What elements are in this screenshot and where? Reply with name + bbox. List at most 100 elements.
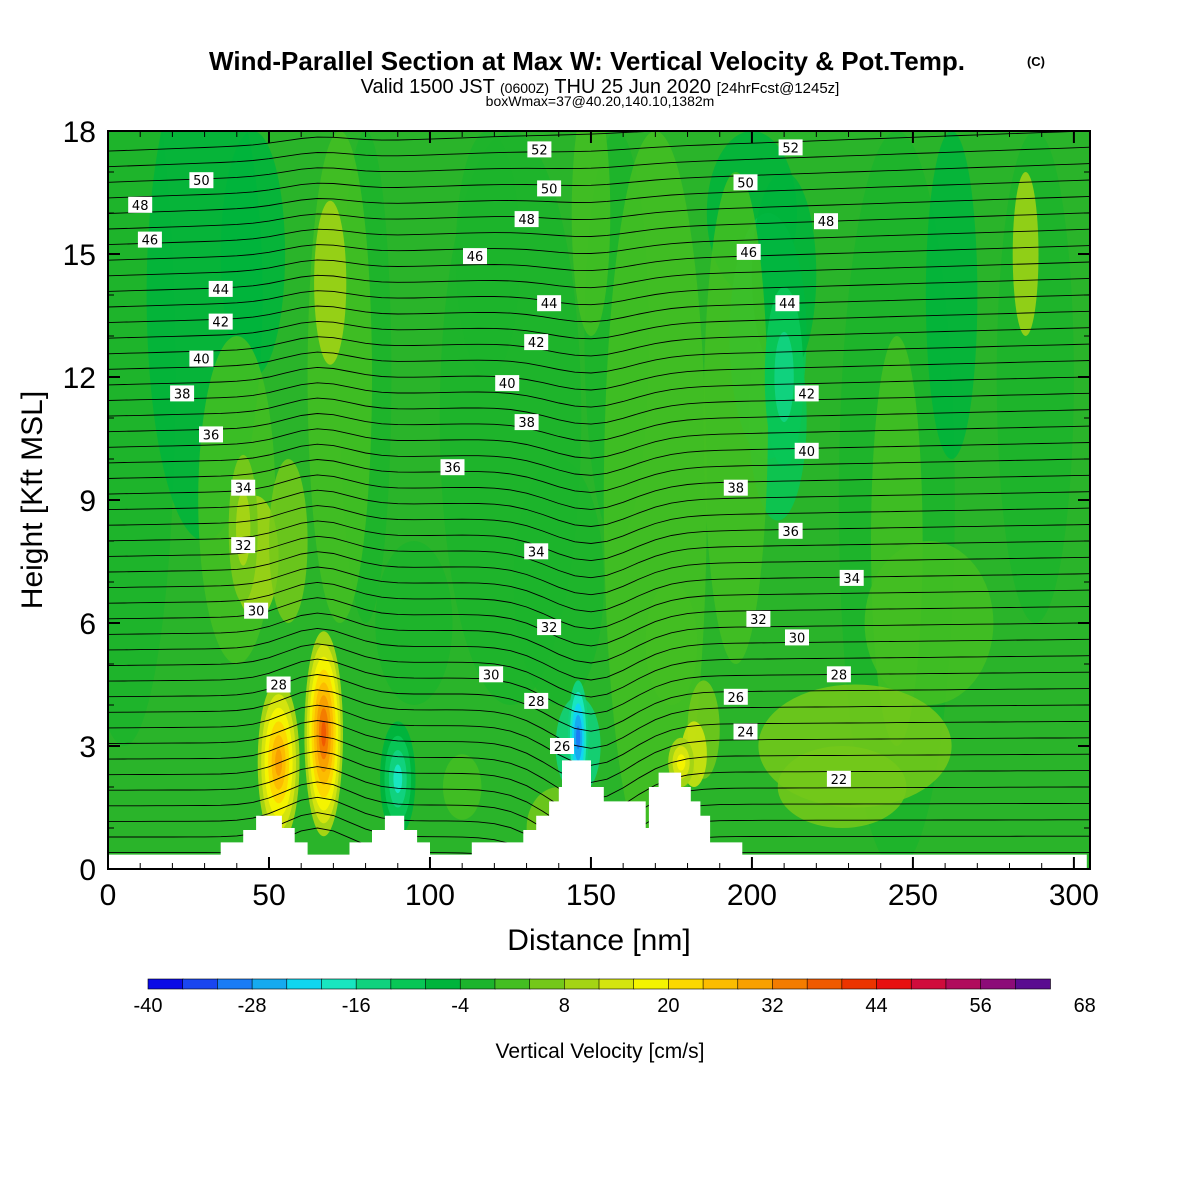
contour-label: 46 <box>137 231 162 249</box>
contour-label-text: 34 <box>235 482 252 497</box>
isentrope-line <box>108 720 1090 783</box>
isentrope-line <box>108 310 1090 340</box>
contour-label-box <box>208 313 233 330</box>
contour-label: 40 <box>495 375 520 392</box>
velocity-core <box>321 720 327 747</box>
contour-label-text: 28 <box>831 668 848 683</box>
contour-label-box <box>199 426 223 443</box>
y-tick-label: 6 <box>79 608 96 641</box>
velocity-cell <box>269 459 308 623</box>
subtitle-zulu: (0600Z) <box>500 80 549 96</box>
colorbar-tick-label: 56 <box>969 995 991 1017</box>
velocity-cell <box>513 459 604 705</box>
contour-label-text: 46 <box>467 250 484 265</box>
contour-label-box <box>524 692 549 709</box>
plot-area: 52 52 50 50 50 48 48 48 46 46 46 44 44 44 42 42 42 40 40 40… <box>108 131 1090 869</box>
colorbar-swatch <box>147 978 184 990</box>
colorbar-swatch <box>806 978 843 990</box>
velocity-core <box>393 764 403 794</box>
colorbar-swatch <box>494 978 531 990</box>
contour-label: 30 <box>244 602 269 620</box>
contour-label-box <box>826 770 851 787</box>
contour-label-text: 30 <box>789 631 806 646</box>
contour-label: 48 <box>128 196 153 214</box>
contour-label-box <box>746 610 771 627</box>
contour-label-text: 52 <box>531 143 548 158</box>
contour-label-box <box>514 211 539 228</box>
contour-label: 40 <box>794 442 819 460</box>
contour-label-box <box>266 676 291 693</box>
colorbar-swatch <box>702 978 739 990</box>
contour-label-text: 44 <box>541 297 558 312</box>
contour-label: 36 <box>778 522 803 540</box>
isentrope-line <box>108 581 1090 630</box>
isentrope-line <box>108 277 1090 308</box>
x-tick-label: 200 <box>727 879 777 912</box>
colorbar-label: Vertical Velocity [cm/s] <box>496 1040 705 1063</box>
colorbar-tick-label: -16 <box>342 995 371 1017</box>
contour-label-box <box>550 738 574 754</box>
isentrope-line <box>108 597 1090 647</box>
contour-label-box <box>463 248 487 265</box>
colorbar-swatch <box>1015 978 1051 990</box>
isentrope-line <box>108 376 1090 408</box>
isentrope-line <box>108 474 1090 510</box>
contour-label-text: 50 <box>193 174 210 189</box>
contour-label: 30 <box>785 629 809 646</box>
contour-label-text: 42 <box>528 336 545 351</box>
y-tick-label: 12 <box>63 362 96 395</box>
colorbar-swatch <box>425 978 462 990</box>
x-tick-label: 100 <box>405 879 455 912</box>
isentrope-line <box>108 195 1090 230</box>
contour-label: 38 <box>170 385 195 402</box>
isentrope-line <box>108 343 1090 374</box>
contour-label: 28 <box>826 666 851 683</box>
contour-label-box <box>839 569 864 586</box>
colorbar-swatch <box>980 978 1017 990</box>
contour-label-text: 40 <box>499 377 516 392</box>
copyright-mark: (C) <box>1027 54 1045 69</box>
contour-label-text: 48 <box>132 199 149 214</box>
contour-label-text: 52 <box>782 141 799 156</box>
contour-label-text: 28 <box>270 679 287 694</box>
contour-label-text: 24 <box>737 726 754 741</box>
velocity-cell <box>314 200 347 365</box>
isentrope-line <box>108 704 1090 766</box>
velocity-cell <box>777 746 907 828</box>
potential-temperature-contours <box>108 131 1090 869</box>
contour-label: 44 <box>208 280 233 298</box>
contour-label: 42 <box>524 334 549 351</box>
colorbar-swatch <box>390 978 427 990</box>
contour-label-box <box>794 385 819 402</box>
isentrope-line <box>108 228 1090 261</box>
contour-label-text: 28 <box>528 695 545 710</box>
contour-label-box <box>128 196 153 213</box>
contour-label-text: 26 <box>728 691 745 706</box>
contour-label: 50 <box>189 172 214 189</box>
contour-label: 48 <box>814 213 838 230</box>
y-tick-label: 15 <box>63 239 96 272</box>
isentrope-line <box>108 261 1090 292</box>
x-axis-label: Distance [nm] <box>507 924 690 957</box>
contour-label-box <box>524 543 549 560</box>
isentrope-line <box>108 146 1090 183</box>
velocity-cell <box>645 582 698 705</box>
subtitle-forecast: [24hrFcst@1245z] <box>717 80 840 97</box>
contour-label-box <box>189 172 214 189</box>
subtitle-valid: Valid 1500 JST <box>361 76 495 98</box>
isentrope-line <box>108 360 1090 391</box>
contour-label-text: 22 <box>831 773 848 788</box>
contour-label-box <box>527 141 552 158</box>
contour-label: 50 <box>733 174 758 191</box>
isentrope-line <box>108 212 1090 246</box>
isentrope-line <box>108 658 1090 715</box>
isentrope-line <box>108 392 1090 425</box>
velocity-cell <box>925 131 978 459</box>
contour-label: 22 <box>826 770 851 788</box>
y-axis-label: Height [Kft MSL] <box>16 391 49 609</box>
contour-label-text: 38 <box>728 482 745 497</box>
contour-label: 42 <box>208 313 233 331</box>
x-tick-label: 50 <box>252 879 285 912</box>
contour-label: 50 <box>537 180 562 197</box>
colorbar-tick-label: -40 <box>134 995 163 1017</box>
